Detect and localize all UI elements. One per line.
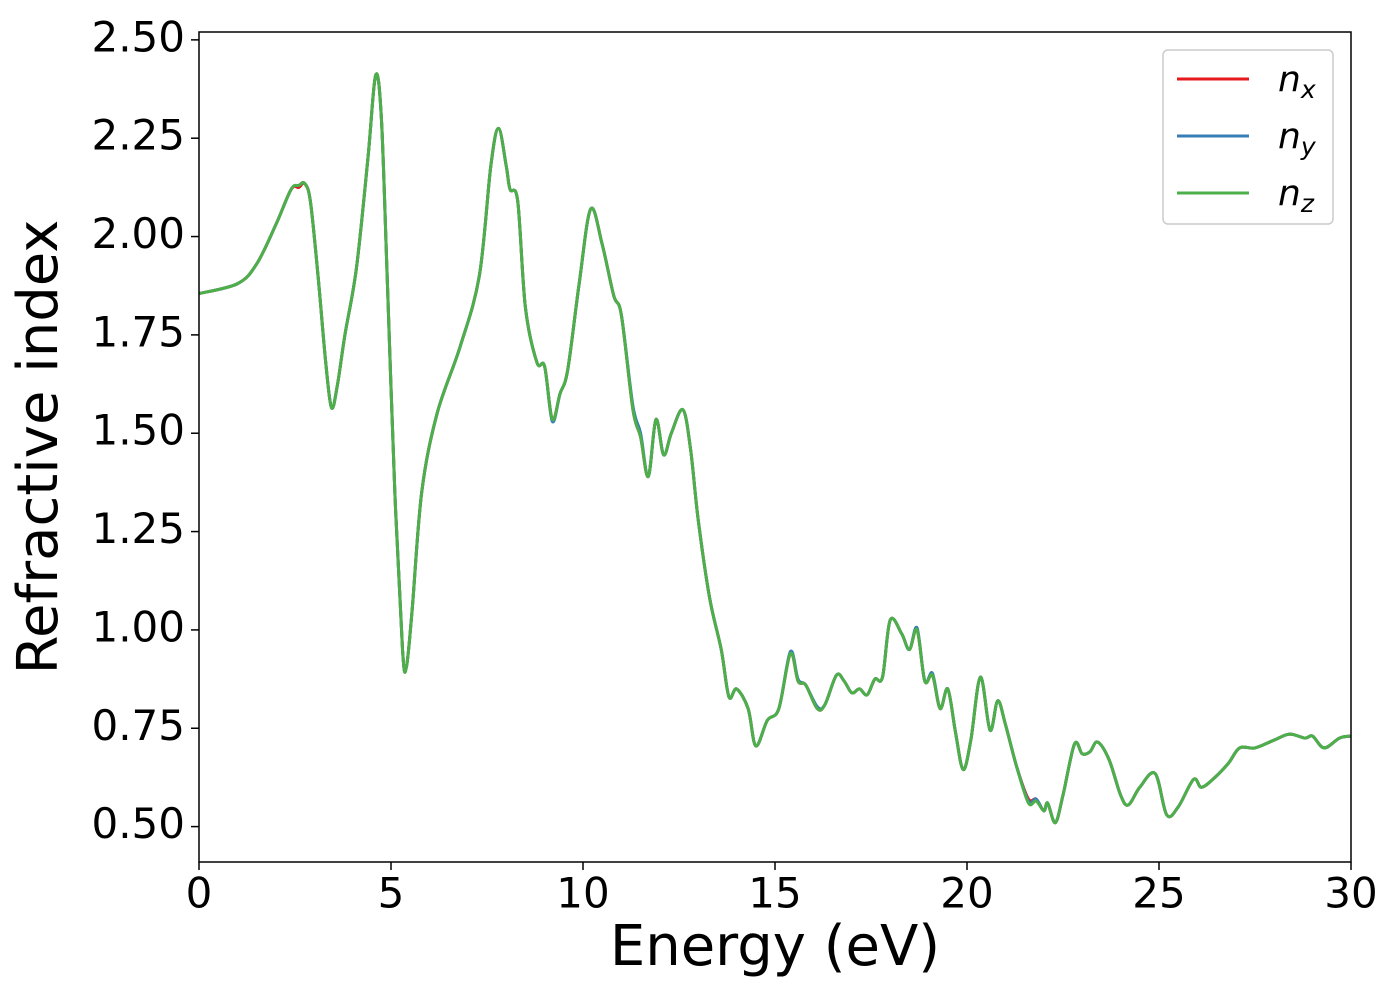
y-tick-label: 1.00	[91, 602, 185, 651]
y-tick-label: 0.50	[91, 799, 185, 848]
legend-label: ny	[1278, 116, 1317, 161]
y-tick-label: 0.75	[91, 701, 185, 750]
data-line	[199, 72, 1351, 825]
x-tick-label: 15	[748, 869, 801, 918]
y-tick-label: 1.25	[91, 504, 185, 553]
y-tick-label: 2.25	[91, 111, 185, 160]
y-tick-label: 2.00	[91, 209, 185, 258]
x-tick-label: 20	[940, 869, 993, 918]
plot	[199, 72, 1351, 825]
x-tick-label: 25	[1132, 869, 1185, 918]
y-tick-label: 1.50	[91, 406, 185, 455]
y-tick-label: 2.50	[91, 12, 185, 61]
y-tick-label: 1.75	[91, 307, 185, 356]
x-axis-label: Energy (eV)	[610, 914, 940, 979]
x-tick-label: 0	[186, 869, 213, 918]
plot-frame	[198, 31, 1352, 863]
legend-label: nx	[1278, 59, 1316, 104]
x-tick-label: 5	[378, 869, 405, 918]
x-tick-label: 30	[1324, 869, 1377, 918]
x-tick-label: 10	[556, 869, 609, 918]
legend-label: nz	[1278, 173, 1315, 218]
y-axis-label: Refractive index	[6, 220, 71, 675]
